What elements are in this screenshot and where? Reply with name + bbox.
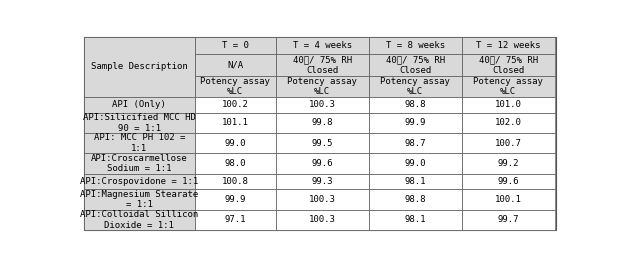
Bar [462, 97, 555, 113]
Text: 99.5: 99.5 [311, 139, 333, 148]
Text: API: MCC PH 102 =
1:1: API: MCC PH 102 = 1:1 [94, 133, 185, 153]
Bar [195, 54, 276, 76]
Text: Potency assay
%LC: Potency assay %LC [288, 77, 358, 96]
Bar [195, 113, 276, 133]
Bar [369, 54, 462, 76]
Text: 99.8: 99.8 [311, 119, 333, 128]
Text: 100.3: 100.3 [309, 215, 336, 224]
Bar [84, 174, 195, 189]
Bar [369, 133, 462, 153]
Text: Potency assay
%LC: Potency assay %LC [200, 77, 270, 96]
Text: T = 4 weeks: T = 4 weeks [293, 41, 352, 50]
Text: Potency assay
%LC: Potency assay %LC [381, 77, 451, 96]
Bar [276, 189, 369, 210]
Text: 99.6: 99.6 [311, 159, 333, 168]
Text: API:Silicified MCC HD
90 = 1:1: API:Silicified MCC HD 90 = 1:1 [83, 113, 196, 133]
Text: 40℃/ 75% RH
Closed: 40℃/ 75% RH Closed [479, 55, 538, 75]
Text: 100.1: 100.1 [495, 195, 522, 204]
Text: 99.0: 99.0 [404, 159, 426, 168]
Bar [84, 97, 195, 113]
Bar [195, 210, 276, 230]
Text: 98.8: 98.8 [404, 195, 426, 204]
Text: API:Magnesium Stearate
= 1:1: API:Magnesium Stearate = 1:1 [80, 190, 198, 209]
Text: 99.3: 99.3 [311, 177, 333, 186]
Bar [84, 37, 195, 97]
Bar [462, 153, 555, 174]
Bar [369, 76, 462, 97]
Text: 98.8: 98.8 [404, 101, 426, 110]
Text: N/A: N/A [227, 60, 243, 69]
Text: 99.7: 99.7 [497, 215, 519, 224]
Bar [276, 174, 369, 189]
Bar [84, 113, 195, 133]
Bar [369, 174, 462, 189]
Text: API:Crospovidone = 1:1: API:Crospovidone = 1:1 [80, 177, 198, 186]
Bar [462, 113, 555, 133]
Bar [276, 76, 369, 97]
Text: API:Colloidal Sillicon
Dioxide = 1:1: API:Colloidal Sillicon Dioxide = 1:1 [80, 210, 198, 230]
Bar [195, 189, 276, 210]
Bar [84, 153, 195, 174]
Text: 100.2: 100.2 [222, 101, 249, 110]
Bar [195, 174, 276, 189]
Text: T = 0: T = 0 [222, 41, 249, 50]
Text: 100.8: 100.8 [222, 177, 249, 186]
Text: 98.1: 98.1 [404, 215, 426, 224]
Bar [369, 113, 462, 133]
Bar [276, 54, 369, 76]
Bar [276, 210, 369, 230]
Bar [84, 133, 195, 153]
Bar [462, 54, 555, 76]
Text: 99.6: 99.6 [497, 177, 519, 186]
Text: 100.3: 100.3 [309, 195, 336, 204]
Text: 100.7: 100.7 [495, 139, 522, 148]
Text: T = 12 weeks: T = 12 weeks [476, 41, 540, 50]
Text: API (Only): API (Only) [112, 101, 166, 110]
Bar [276, 37, 369, 54]
Bar [195, 37, 276, 54]
Text: API:Croscarmellose
Sodium = 1:1: API:Croscarmellose Sodium = 1:1 [91, 154, 188, 173]
Bar [276, 153, 369, 174]
Text: 102.0: 102.0 [495, 119, 522, 128]
Text: 101.1: 101.1 [222, 119, 249, 128]
Bar [276, 133, 369, 153]
Bar [462, 37, 555, 54]
Text: 100.3: 100.3 [309, 101, 336, 110]
Bar [462, 133, 555, 153]
Text: Potency assay
%LC: Potency assay %LC [474, 77, 544, 96]
Text: T = 8 weeks: T = 8 weeks [386, 41, 445, 50]
Bar [195, 97, 276, 113]
Text: 98.7: 98.7 [404, 139, 426, 148]
Bar [462, 76, 555, 97]
Bar [276, 97, 369, 113]
Bar [369, 189, 462, 210]
Text: 99.9: 99.9 [225, 195, 246, 204]
Text: 99.9: 99.9 [404, 119, 426, 128]
Text: 40℃/ 75% RH
Closed: 40℃/ 75% RH Closed [386, 55, 445, 75]
Bar [369, 37, 462, 54]
Bar [276, 113, 369, 133]
Bar [195, 133, 276, 153]
Bar [369, 153, 462, 174]
Bar [195, 153, 276, 174]
Text: 99.2: 99.2 [497, 159, 519, 168]
Bar [84, 210, 195, 230]
Bar [462, 210, 555, 230]
Bar [84, 189, 195, 210]
Bar [462, 174, 555, 189]
Text: 97.1: 97.1 [225, 215, 246, 224]
Bar [369, 97, 462, 113]
Text: Sample Description: Sample Description [91, 63, 188, 72]
Text: 101.0: 101.0 [495, 101, 522, 110]
Bar [369, 210, 462, 230]
Text: 40℃/ 75% RH
Closed: 40℃/ 75% RH Closed [293, 55, 352, 75]
Text: 99.0: 99.0 [225, 139, 246, 148]
Text: 98.0: 98.0 [225, 159, 246, 168]
Bar [462, 189, 555, 210]
Bar [195, 76, 276, 97]
Text: 98.1: 98.1 [404, 177, 426, 186]
